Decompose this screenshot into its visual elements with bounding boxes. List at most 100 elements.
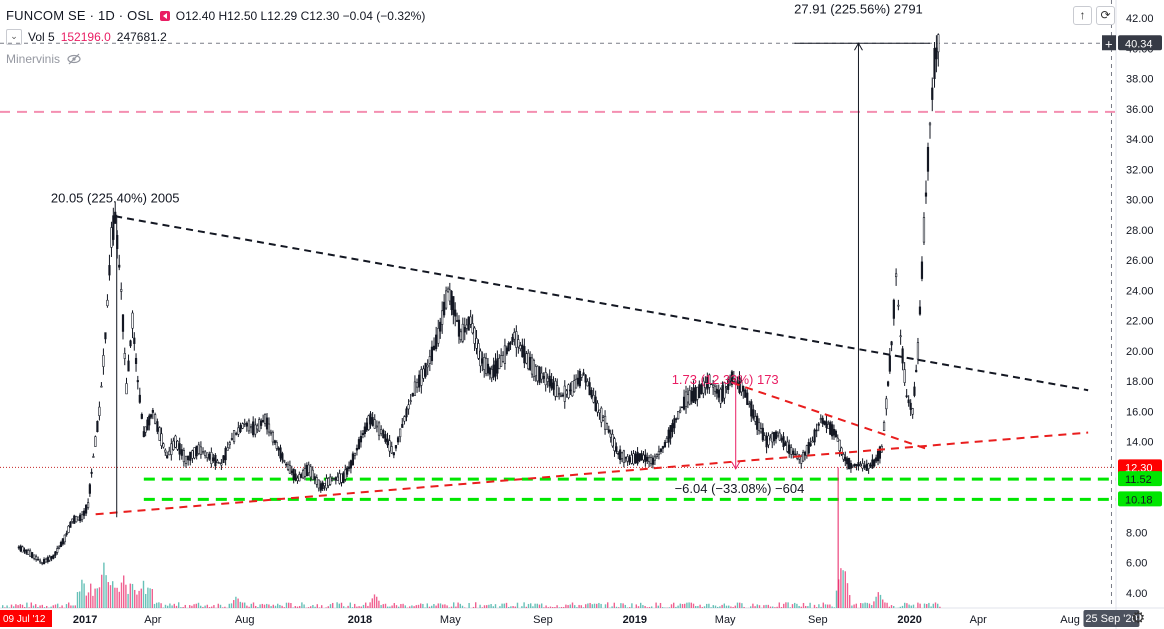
- indicator-label[interactable]: Minervinis: [6, 52, 61, 66]
- volume-bar: [164, 604, 167, 608]
- candle-body: [37, 558, 40, 561]
- candle-body: [92, 456, 95, 458]
- candle-body: [792, 450, 795, 455]
- eye-hidden-icon[interactable]: [66, 53, 82, 65]
- candle-body: [754, 416, 757, 422]
- volume-bar: [829, 604, 831, 608]
- candle-body: [138, 394, 141, 403]
- candle-body: [590, 390, 593, 398]
- volume-bar: [2, 605, 4, 608]
- volume-bar: [365, 602, 367, 608]
- measure-arrow: [854, 42, 863, 51]
- candle-body: [855, 464, 858, 466]
- candle-body: [467, 316, 470, 331]
- volume-bar: [338, 603, 340, 608]
- candle-body: [834, 430, 837, 438]
- candle-body: [620, 452, 624, 459]
- volume-bar: [668, 607, 670, 608]
- candle-body: [742, 386, 745, 392]
- gear-icon[interactable]: ⚙: [1131, 610, 1146, 627]
- volume-bar: [723, 603, 725, 608]
- volume-bar: [767, 604, 769, 608]
- candle-body: [104, 332, 107, 340]
- volume-bar: [492, 606, 494, 608]
- candle-body: [237, 427, 240, 435]
- candle-body: [698, 384, 701, 399]
- candle-body: [100, 385, 103, 388]
- candle-body: [899, 335, 902, 338]
- volume-bar: [125, 584, 127, 608]
- candle-body: [847, 458, 851, 470]
- volume-bar: [893, 606, 895, 608]
- candle-body: [780, 437, 783, 441]
- volume-bar: [802, 602, 805, 608]
- volume-label[interactable]: Vol 5: [28, 30, 55, 44]
- volume-bar: [6, 605, 8, 608]
- volume-bar: [475, 602, 477, 608]
- candle-body: [584, 374, 587, 383]
- volume-bar: [499, 606, 501, 608]
- volume-bar: [574, 605, 576, 608]
- volume-bar: [866, 602, 868, 608]
- candle-body: [254, 424, 257, 435]
- volume-bar: [413, 606, 415, 608]
- volume-bar: [530, 603, 532, 608]
- volume-bar: [274, 605, 277, 608]
- candle-body: [769, 437, 772, 441]
- volume-bar: [281, 605, 283, 608]
- volume-bar: [611, 606, 613, 608]
- candle-body: [208, 453, 211, 460]
- arrow-up-icon[interactable]: ↑: [1073, 6, 1092, 25]
- candle-body: [888, 355, 891, 372]
- candle-body: [469, 316, 472, 325]
- volume-bar: [450, 606, 453, 608]
- candle-body: [721, 385, 724, 402]
- candle-body: [744, 389, 747, 398]
- volume-bar: [833, 607, 835, 608]
- volume-bar: [879, 594, 882, 608]
- volume-bar: [800, 606, 802, 608]
- candle-body: [496, 358, 499, 374]
- reset-icon[interactable]: ⟳: [1096, 6, 1115, 25]
- volume-bar: [294, 606, 296, 608]
- volume-bar: [290, 603, 292, 608]
- candle-body: [748, 403, 751, 406]
- volume-bar: [411, 605, 413, 608]
- volume-bar: [422, 603, 424, 608]
- candle-body: [142, 431, 145, 437]
- symbol-title[interactable]: FUNCOM SE · 1D · OSL: [6, 8, 154, 23]
- y-tick-label: 18.00: [1126, 376, 1154, 388]
- candle-body: [527, 352, 530, 370]
- candle-body: [373, 419, 376, 429]
- candle-body: [771, 433, 774, 443]
- volume-bar: [552, 607, 554, 608]
- chevron-down-icon[interactable]: ⌄: [6, 29, 22, 45]
- candle-body: [148, 415, 151, 426]
- y-tick-label: 20.00: [1126, 346, 1154, 358]
- volume-bar: [85, 595, 87, 608]
- volume-bar: [21, 604, 24, 608]
- candle-body: [622, 450, 625, 463]
- volume-bar: [873, 601, 875, 608]
- volume-bar: [244, 602, 246, 608]
- volume-bar: [255, 605, 257, 608]
- candle-body: [195, 445, 198, 457]
- volume-bar: [930, 606, 932, 608]
- volume-ma-value: 247681.2: [116, 30, 167, 44]
- candle-body: [394, 445, 398, 449]
- volume-bar: [288, 602, 290, 608]
- candle-body: [661, 446, 665, 449]
- volume-bar: [459, 603, 461, 608]
- candle-body: [52, 554, 55, 559]
- volume-bar: [138, 590, 140, 608]
- candle-body: [926, 146, 930, 172]
- candle-body: [279, 447, 282, 459]
- candle-body: [371, 417, 374, 426]
- volume-bar: [15, 604, 17, 608]
- price-tag-label: 10.18: [1125, 494, 1153, 506]
- x-tick-label: Apr: [970, 614, 987, 626]
- volume-bar: [395, 605, 398, 608]
- annotation-label: 20.05 (225.40%) 2005: [51, 191, 180, 206]
- candle-body: [241, 423, 244, 429]
